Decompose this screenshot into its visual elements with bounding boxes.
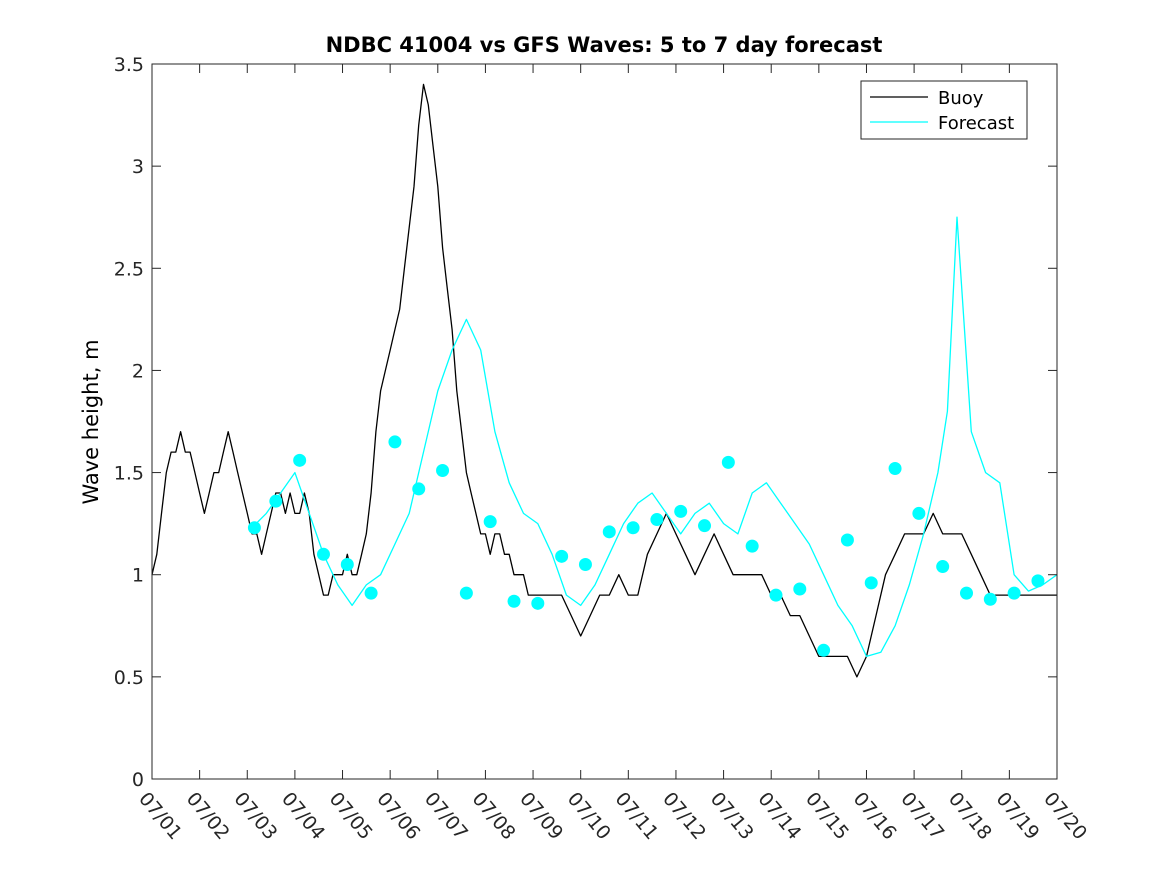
forecast-markers	[247, 435, 1045, 657]
forecast-marker	[650, 513, 664, 527]
forecast-marker	[721, 455, 735, 469]
forecast-marker	[864, 576, 878, 590]
y-tick-label: 0	[132, 769, 144, 791]
forecast-marker	[793, 582, 807, 596]
y-tick-label: 2	[132, 360, 144, 382]
forecast-marker	[269, 494, 283, 508]
forecast-marker	[247, 521, 261, 535]
forecast-marker	[412, 482, 426, 496]
forecast-marker	[698, 519, 712, 533]
legend-label-forecast: Forecast	[938, 113, 1014, 134]
y-tick-label: 3.5	[114, 54, 144, 76]
chart-title: NDBC 41004 vs GFS Waves: 5 to 7 day fore…	[326, 33, 883, 57]
forecast-marker	[888, 461, 902, 475]
forecast-marker	[769, 588, 783, 602]
legend-box	[860, 80, 1028, 140]
forecast-marker	[459, 586, 473, 600]
forecast-marker	[316, 547, 330, 561]
forecast-marker	[483, 515, 497, 529]
forecast-marker	[912, 506, 926, 520]
forecast-marker	[840, 533, 854, 547]
plot-frame	[151, 63, 1058, 780]
forecast-marker	[555, 549, 569, 563]
forecast-marker	[602, 525, 616, 539]
forecast-marker	[745, 539, 759, 553]
legend: Buoy Forecast	[860, 80, 1028, 140]
forecast-marker	[293, 453, 307, 467]
y-tick-label: 0.5	[114, 667, 144, 689]
forecast-marker	[960, 586, 973, 600]
y-tick-label: 3	[132, 156, 144, 178]
forecast-marker	[364, 586, 378, 600]
forecast-marker	[674, 504, 688, 518]
forecast-marker	[1031, 574, 1045, 588]
forecast-line	[251, 216, 1058, 658]
forecast-marker	[340, 558, 354, 571]
buoy-series	[151, 83, 1057, 678]
y-tick-label: 2.5	[114, 258, 144, 280]
y-tick-label: 1	[132, 565, 144, 587]
forecast-marker	[1007, 586, 1021, 600]
forecast-marker	[531, 596, 545, 610]
forecast-series	[251, 216, 1058, 658]
y-axis-label: Wave height, m	[79, 339, 103, 504]
forecast-marker	[388, 435, 402, 449]
y-tick-label: 1.5	[114, 463, 144, 485]
forecast-marker	[817, 643, 831, 657]
legend-label-buoy: Buoy	[938, 88, 984, 109]
forecast-marker	[578, 558, 592, 571]
buoy-line	[151, 83, 1057, 678]
forecast-marker	[936, 560, 950, 574]
forecast-marker	[436, 464, 450, 478]
forecast-marker	[626, 521, 640, 535]
forecast-marker	[507, 594, 521, 608]
forecast-marker	[983, 592, 997, 606]
